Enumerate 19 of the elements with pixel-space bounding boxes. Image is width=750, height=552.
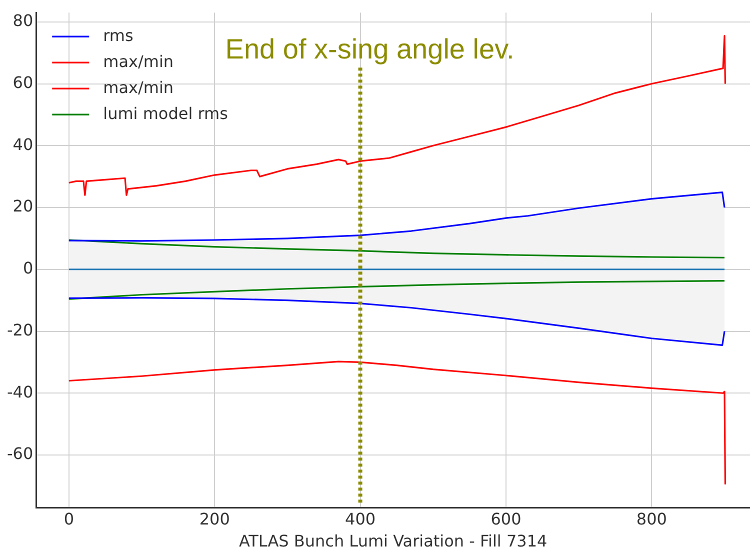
x-tick-label: 400 xyxy=(345,509,376,528)
x-tick-label: 800 xyxy=(636,509,667,528)
y-tick-label: -40 xyxy=(6,382,34,402)
x-tick-label: 600 xyxy=(490,509,522,528)
legend-label: lumi model rms xyxy=(103,104,228,123)
x-axis-title: ATLAS Bunch Lumi Variation - Fill 7314 xyxy=(238,532,548,551)
y-tick-label: 60 xyxy=(12,72,34,92)
y-tick-label: 40 xyxy=(12,134,34,154)
legend-label: max/min xyxy=(103,52,174,71)
y-tick-label: 20 xyxy=(12,196,34,216)
legend-label: max/min xyxy=(103,78,174,97)
x-tick-label: 200 xyxy=(199,509,230,528)
x-tick-label: 0 xyxy=(64,509,74,528)
legend-label: rms xyxy=(103,26,134,45)
y-tick-label: 80 xyxy=(12,11,34,30)
y-tick-label: -20 xyxy=(6,320,34,340)
y-tick-label: -60 xyxy=(6,444,34,464)
y-tick-label: 0 xyxy=(22,258,34,278)
ref-line-label: End of x-sing angle lev. xyxy=(225,33,514,64)
